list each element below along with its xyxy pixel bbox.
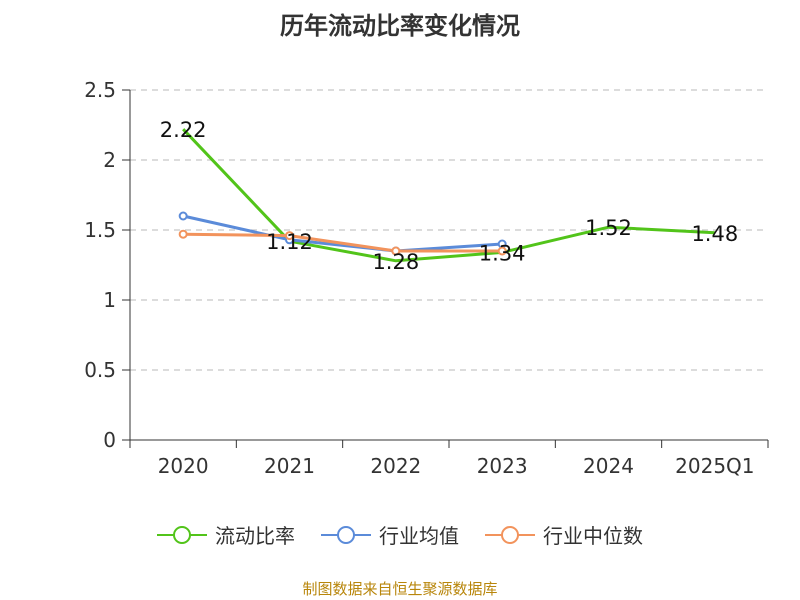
legend-label: 流动比率	[215, 524, 295, 548]
y-tick-label: 2	[103, 148, 116, 172]
x-tick-label: 2021	[264, 454, 315, 478]
legend-item-industry-median[interactable]: 行业中位数	[485, 520, 643, 549]
legend: 流动比率 行业均值 行业中位数	[0, 520, 800, 549]
legend-item-current-ratio[interactable]: 流动比率	[157, 520, 295, 549]
y-tick-label: 1.5	[84, 218, 116, 242]
legend-line-icon	[485, 525, 535, 544]
y-tick-label: 0.5	[84, 358, 116, 382]
x-tick-label: 2025Q1	[675, 454, 754, 478]
legend-line-icon	[321, 525, 371, 544]
legend-line-icon	[157, 525, 207, 544]
y-tick-label: 2.5	[84, 78, 116, 102]
series-line-0	[182, 128, 715, 263]
x-tick-label: 2020	[158, 454, 209, 478]
data-label: 1.28	[372, 250, 419, 274]
data-point	[285, 231, 294, 241]
data-point	[391, 246, 401, 256]
x-tick-label: 2024	[583, 454, 634, 478]
legend-item-industry-mean[interactable]: 行业均值	[321, 520, 459, 549]
chart-title: 历年流动比率变化情况	[280, 12, 520, 40]
y-tick-label: 1	[103, 288, 116, 312]
legend-label: 行业均值	[379, 524, 459, 548]
data-label: 2.22	[160, 118, 207, 142]
data-label: 1.34	[479, 241, 526, 265]
x-tick-label: 2023	[477, 454, 528, 478]
data-label: 1.48	[691, 222, 738, 246]
x-tick-label: 2022	[370, 454, 421, 478]
data-point	[497, 246, 507, 256]
data-label: 1.12	[266, 230, 313, 254]
data-point	[178, 229, 188, 239]
data-source-note: 制图数据来自恒生聚源数据库	[302, 580, 498, 598]
data-label: 1.52	[585, 216, 632, 240]
y-tick-label: 0	[103, 428, 116, 452]
series-line-1	[182, 214, 503, 253]
legend-label: 行业中位数	[543, 524, 643, 548]
data-point	[178, 211, 188, 221]
series-line-2	[183, 232, 503, 253]
